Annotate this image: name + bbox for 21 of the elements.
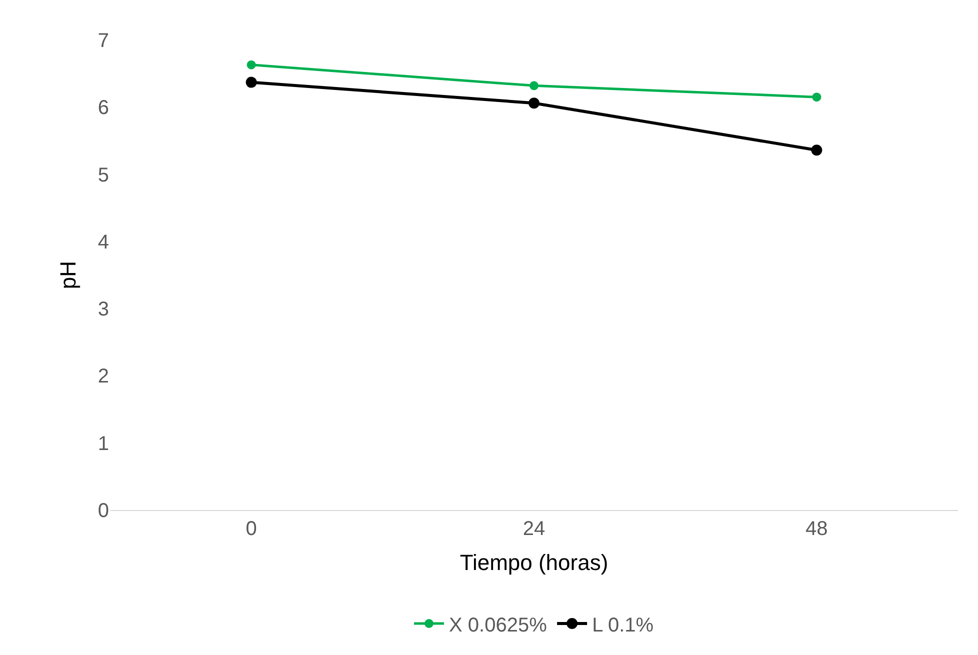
x-axis-title: Tiempo (horas) xyxy=(460,550,608,575)
legend-label: L 0.1% xyxy=(592,614,654,636)
point xyxy=(530,81,538,90)
point xyxy=(812,92,822,102)
x-tick-label: 24 xyxy=(522,518,546,540)
point xyxy=(811,144,822,156)
point xyxy=(246,60,256,70)
point xyxy=(246,76,257,88)
y-tick-label: 6 xyxy=(98,97,109,120)
y-tick-label: 2 xyxy=(98,366,109,388)
y-tick-label: 0 xyxy=(98,500,109,522)
y-axis-title: pH xyxy=(56,260,81,290)
y-tick-label: 7 xyxy=(98,30,109,52)
y-tick-label: 1 xyxy=(98,432,109,455)
y-tick-label: 5 xyxy=(98,164,109,186)
y-tick-label: 4 xyxy=(98,231,109,254)
x-tick-label: 0 xyxy=(246,518,257,540)
point xyxy=(528,98,540,109)
x-tick-label: 48 xyxy=(806,518,828,540)
y-tick-label: 3 xyxy=(98,298,109,321)
legend-label: X 0.0625% xyxy=(449,614,548,636)
